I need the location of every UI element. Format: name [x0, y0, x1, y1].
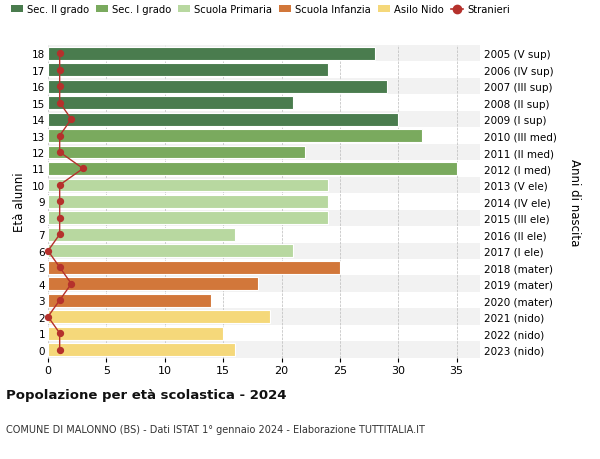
Bar: [48, 212, 328, 225]
Y-axis label: Età alunni: Età alunni: [13, 172, 26, 232]
Bar: [48, 311, 270, 323]
Bar: [48, 161, 480, 177]
Point: [55, 215, 64, 222]
Bar: [48, 130, 422, 143]
Text: Popolazione per età scolastica - 2024: Popolazione per età scolastica - 2024: [6, 388, 287, 401]
Point: [55, 50, 64, 58]
Bar: [48, 128, 480, 145]
Bar: [48, 309, 480, 325]
Point: [55, 133, 64, 140]
Y-axis label: Anni di nascita: Anni di nascita: [568, 158, 581, 246]
Bar: [48, 196, 328, 208]
Bar: [48, 292, 480, 309]
Point: [43, 247, 53, 255]
Bar: [48, 245, 293, 257]
Bar: [48, 341, 480, 358]
Bar: [48, 327, 223, 340]
Bar: [48, 112, 480, 128]
Text: COMUNE DI MALONNO (BS) - Dati ISTAT 1° gennaio 2024 - Elaborazione TUTTITALIA.IT: COMUNE DI MALONNO (BS) - Dati ISTAT 1° g…: [6, 425, 425, 435]
Bar: [48, 48, 375, 61]
Point: [43, 313, 53, 321]
Bar: [48, 146, 305, 159]
Bar: [48, 145, 480, 161]
Point: [78, 165, 88, 173]
Point: [55, 346, 64, 353]
Bar: [48, 62, 480, 79]
Point: [67, 280, 76, 288]
Bar: [48, 276, 480, 292]
Point: [55, 83, 64, 90]
Bar: [48, 210, 480, 227]
Point: [55, 182, 64, 189]
Point: [55, 297, 64, 304]
Bar: [48, 294, 211, 307]
Point: [55, 198, 64, 206]
Bar: [48, 243, 480, 259]
Bar: [48, 229, 235, 241]
Bar: [48, 343, 235, 356]
Bar: [48, 97, 293, 110]
Bar: [48, 79, 480, 95]
Point: [55, 264, 64, 271]
Bar: [48, 81, 386, 93]
Bar: [48, 278, 258, 291]
Bar: [48, 64, 328, 77]
Bar: [48, 113, 398, 126]
Point: [55, 231, 64, 239]
Bar: [48, 194, 480, 210]
Point: [67, 116, 76, 123]
Bar: [48, 227, 480, 243]
Bar: [48, 325, 480, 341]
Point: [55, 330, 64, 337]
Bar: [48, 179, 328, 192]
Legend: Sec. II grado, Sec. I grado, Scuola Primaria, Scuola Infanzia, Asilo Nido, Stran: Sec. II grado, Sec. I grado, Scuola Prim…: [11, 5, 509, 15]
Bar: [48, 162, 457, 175]
Point: [55, 149, 64, 157]
Bar: [48, 46, 480, 62]
Point: [55, 67, 64, 74]
Bar: [48, 259, 480, 276]
Bar: [48, 177, 480, 194]
Point: [55, 100, 64, 107]
Bar: [48, 261, 340, 274]
Bar: [48, 95, 480, 112]
